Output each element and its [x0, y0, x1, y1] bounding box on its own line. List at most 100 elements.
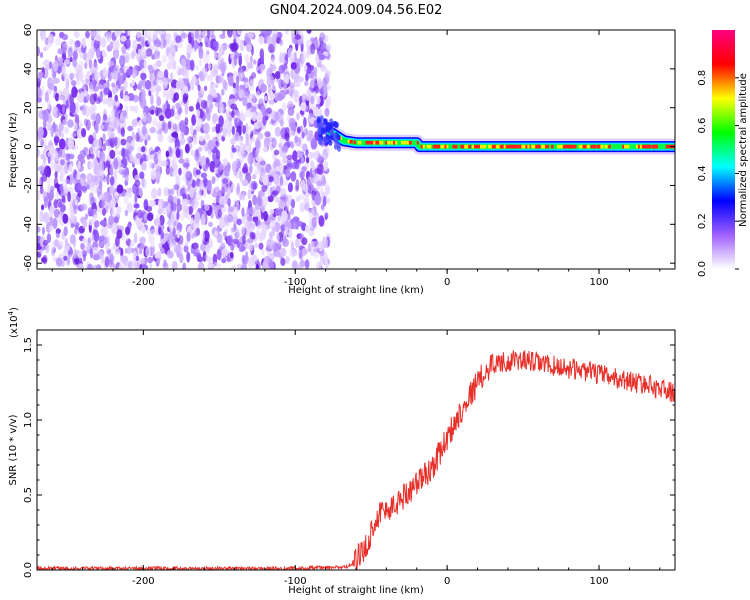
- noise-speckle: [274, 71, 281, 80]
- noise-speckle: [324, 254, 328, 266]
- noise-speckle: [87, 207, 94, 216]
- noise-speckle: [112, 39, 120, 51]
- noise-speckle: [244, 81, 249, 89]
- noise-speckle: [125, 38, 131, 48]
- noise-speckle: [258, 98, 264, 105]
- noise-speckle: [77, 250, 83, 259]
- noise-speckle: [48, 77, 56, 84]
- noise-speckle: [39, 186, 44, 195]
- noise-speckle: [215, 83, 219, 89]
- noise-speckle: [175, 102, 181, 110]
- noise-speckle: [181, 58, 187, 68]
- noise-speckle: [247, 154, 252, 165]
- colorbar-tick-label: 0.0: [697, 261, 708, 277]
- noise-speckle: [195, 102, 201, 111]
- noise-speckle: [262, 173, 269, 186]
- signal-hot-spot: [416, 140, 419, 145]
- noise-speckle: [170, 87, 177, 94]
- noise-speckle: [97, 50, 101, 58]
- noise-speckle: [275, 232, 280, 244]
- noise-speckle: [51, 241, 55, 252]
- noise-speckle: [37, 78, 41, 87]
- noise-speckle: [90, 113, 96, 121]
- noise-speckle: [237, 160, 241, 169]
- noise-speckle: [77, 263, 84, 269]
- noise-speckle: [227, 206, 234, 213]
- noise-speckle: [284, 74, 290, 85]
- noise-speckle: [222, 178, 229, 185]
- noise-speckle: [320, 42, 327, 52]
- noise-speckle: [266, 35, 274, 46]
- noise-speckle: [231, 43, 238, 53]
- noise-speckle: [257, 132, 264, 140]
- noise-speckle: [183, 205, 190, 218]
- noise-speckle: [180, 32, 188, 39]
- noise-speckle: [136, 32, 142, 38]
- signal-hot-spot: [357, 140, 362, 145]
- signal-hot-spot: [586, 144, 590, 149]
- noise-speckle: [149, 199, 156, 207]
- noise-speckle: [230, 103, 237, 110]
- noise-speckle: [74, 101, 80, 113]
- noise-speckle: [290, 62, 297, 70]
- noise-speckle: [167, 188, 172, 196]
- signal-hot-spot: [375, 140, 378, 145]
- signal-hot-spot: [440, 144, 447, 149]
- noise-speckle: [154, 252, 160, 259]
- noise-speckle: [169, 72, 174, 79]
- noise-speckle: [86, 94, 90, 101]
- signal-hot-spot: [582, 144, 585, 149]
- snr-x-ticks: -200 -100 0 100: [51, 330, 661, 587]
- noise-speckle: [47, 33, 55, 44]
- noise-speckle: [187, 32, 192, 44]
- noise-speckle: [62, 104, 66, 114]
- noise-speckle: [121, 45, 127, 55]
- noise-speckle: [266, 107, 273, 115]
- noise-speckle: [270, 76, 275, 87]
- transition-speckle: [329, 129, 334, 136]
- noise-speckle: [107, 114, 112, 126]
- noise-speckle: [320, 86, 325, 96]
- noise-speckle: [226, 256, 231, 263]
- noise-speckle: [229, 251, 234, 259]
- noise-speckle: [197, 261, 205, 269]
- noise-speckle: [251, 136, 256, 142]
- noise-speckle: [257, 121, 264, 127]
- noise-speckle: [189, 186, 195, 199]
- noise-speckle: [163, 69, 169, 79]
- noise-speckle: [178, 158, 185, 164]
- noise-speckle: [178, 67, 185, 75]
- noise-speckle: [130, 239, 135, 247]
- noise-speckle: [183, 77, 189, 87]
- noise-speckle: [281, 102, 287, 111]
- noise-speckle: [218, 73, 224, 84]
- noise-speckle: [206, 242, 210, 254]
- noise-speckle: [139, 171, 145, 180]
- signal-hot-spot: [568, 144, 574, 149]
- noise-speckle: [111, 82, 116, 88]
- noise-speckle: [312, 73, 318, 82]
- noise-speckle: [145, 154, 152, 161]
- noise-speckle: [171, 47, 176, 54]
- noise-speckle: [213, 230, 218, 237]
- noise-speckle: [227, 125, 231, 137]
- noise-speckle: [99, 150, 104, 157]
- noise-speckle: [122, 95, 130, 102]
- signal-hot-spot: [637, 144, 641, 149]
- noise-speckle: [109, 253, 114, 265]
- noise-speckle: [161, 54, 167, 64]
- noise-speckle: [212, 191, 219, 198]
- noise-speckle: [95, 98, 102, 105]
- noise-speckle: [288, 117, 296, 128]
- noise-speckle: [190, 124, 194, 136]
- noise-speckle: [272, 226, 276, 237]
- noise-speckle: [218, 220, 226, 229]
- noise-speckle: [49, 205, 53, 217]
- noise-speckle: [97, 137, 103, 150]
- noise-speckle: [105, 243, 109, 251]
- noise-speckle: [247, 257, 254, 269]
- noise-speckle: [279, 247, 287, 257]
- noise-speckle: [46, 174, 51, 186]
- noise-speckle: [251, 232, 256, 240]
- noise-speckle: [124, 79, 128, 91]
